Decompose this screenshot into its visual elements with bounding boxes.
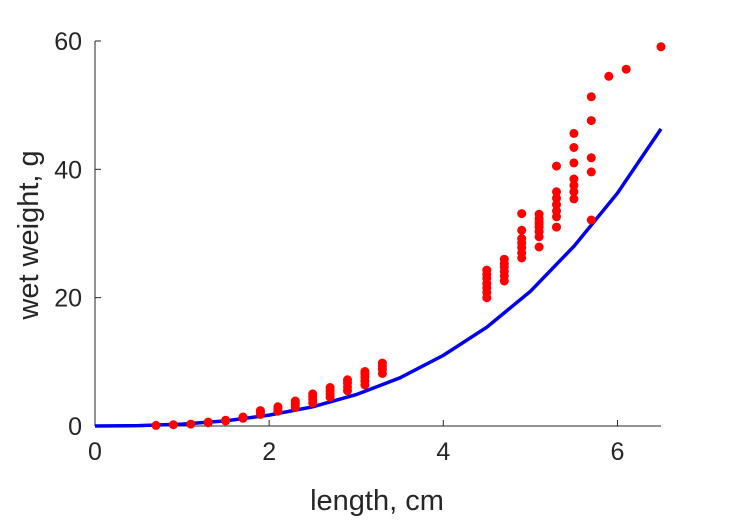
data-point — [586, 92, 596, 102]
data-points-group — [151, 42, 666, 430]
data-point — [552, 187, 561, 197]
data-point — [586, 215, 596, 225]
y-tick-label: 60 — [54, 28, 82, 56]
data-point — [360, 367, 370, 376]
data-point — [482, 265, 492, 275]
data-point — [534, 242, 544, 252]
data-point — [621, 64, 631, 74]
data-point — [534, 219, 544, 229]
data-point — [273, 402, 283, 412]
x-tick-label: 2 — [262, 438, 276, 466]
data-point — [517, 225, 527, 235]
fit-curve-group — [94, 127, 663, 428]
data-point — [569, 174, 579, 184]
y-axis-title: wet weight, g — [13, 150, 45, 320]
data-point — [586, 167, 596, 177]
data-point — [517, 234, 527, 244]
x-axis-title: length, cm — [310, 485, 444, 517]
data-point — [656, 42, 666, 52]
x-tick-label: 0 — [88, 438, 102, 466]
data-point — [552, 200, 561, 210]
data-point — [203, 417, 213, 427]
data-point — [308, 389, 318, 399]
data-point — [569, 194, 579, 204]
y-tick-label: 40 — [54, 156, 82, 184]
data-point — [290, 396, 300, 406]
data-point — [534, 209, 544, 219]
data-point — [552, 222, 561, 232]
data-point — [255, 406, 265, 416]
data-point — [569, 158, 579, 168]
data-point — [569, 180, 579, 190]
data-point — [552, 161, 561, 171]
x-tick-label: 6 — [611, 438, 625, 466]
data-point — [552, 193, 561, 203]
data-point — [569, 143, 579, 152]
plot-axes — [94, 41, 661, 427]
data-point — [325, 383, 335, 392]
data-point — [168, 420, 178, 430]
data-point — [586, 116, 596, 126]
data-point — [151, 420, 161, 430]
data-point — [569, 128, 579, 138]
fit-curve — [94, 127, 663, 428]
x-tick-label: 4 — [436, 438, 450, 466]
data-point — [604, 71, 614, 81]
data-point — [586, 153, 596, 163]
y-tick-label: 20 — [54, 285, 82, 313]
data-point — [238, 412, 248, 422]
data-point — [499, 254, 509, 264]
data-point — [186, 419, 196, 429]
data-point — [221, 415, 231, 425]
data-point — [552, 206, 561, 216]
data-point — [377, 358, 387, 368]
y-tick-label: 0 — [68, 413, 82, 441]
data-point — [343, 375, 352, 385]
data-point — [517, 209, 527, 219]
data-point — [569, 187, 579, 197]
